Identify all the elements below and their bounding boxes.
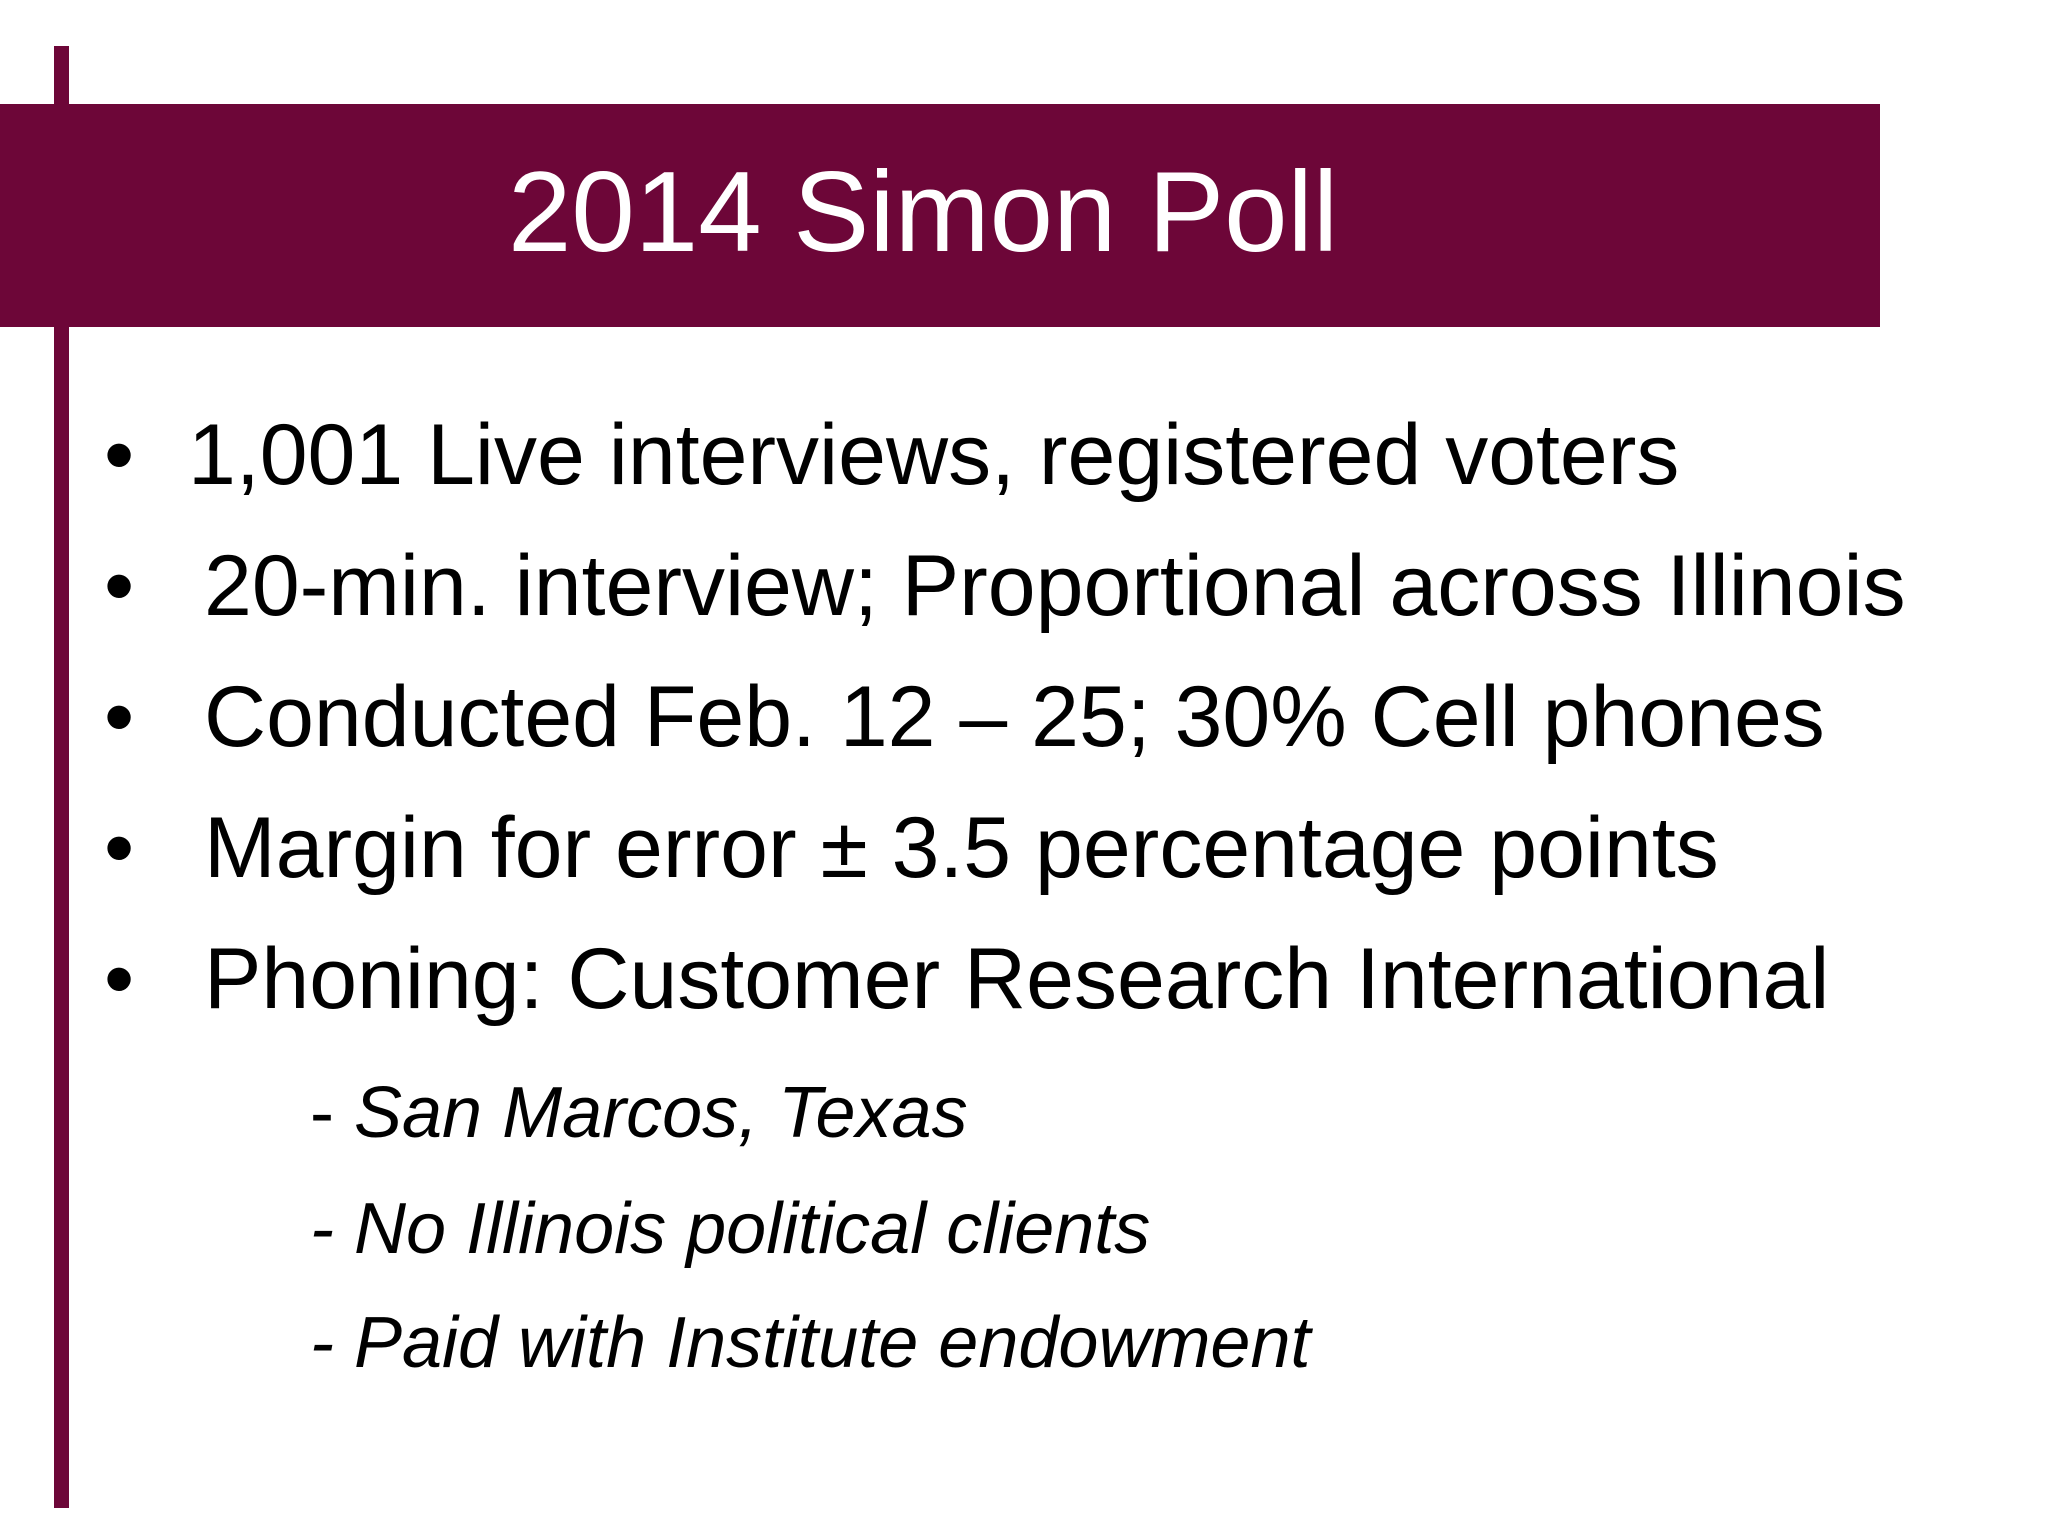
slide-title: 2014 Simon Poll — [508, 149, 1339, 276]
sub-bullet-dash: - — [310, 1073, 354, 1153]
sub-bullet-dash: - — [310, 1189, 354, 1269]
sub-bullet-text: San Marcos, Texas — [353, 1073, 968, 1153]
sub-bullet-item: - No Illinois political clients — [310, 1184, 1150, 1274]
bullet-marker: • — [104, 407, 135, 503]
bullet-text: Conducted Feb. 12 – 25; 30% Cell phones — [204, 669, 1825, 765]
bullet-marker: • — [104, 538, 135, 634]
sub-bullet-item: - San Marcos, Texas — [310, 1068, 968, 1158]
bullet-text: Phoning: Customer Research International — [204, 931, 1830, 1027]
sub-bullet-dash: - — [310, 1303, 354, 1383]
bullet-text: 1,001 Live interviews, registered voters — [188, 407, 1680, 503]
vertical-accent-rule — [54, 46, 69, 1508]
bullet-marker: • — [104, 800, 135, 896]
bullet-marker: • — [104, 931, 135, 1027]
bullet-text: 20-min. interview; Proportional across I… — [204, 538, 1906, 634]
sub-bullet-text: No Illinois political clients — [353, 1189, 1151, 1269]
bullet-text: Margin for error ± 3.5 percentage points — [204, 800, 1719, 896]
bullet-marker: • — [104, 669, 135, 765]
sub-bullet-item: - Paid with Institute endowment — [310, 1298, 1311, 1388]
sub-bullet-text: Paid with Institute endowment — [353, 1303, 1311, 1383]
title-banner — [0, 104, 1880, 327]
